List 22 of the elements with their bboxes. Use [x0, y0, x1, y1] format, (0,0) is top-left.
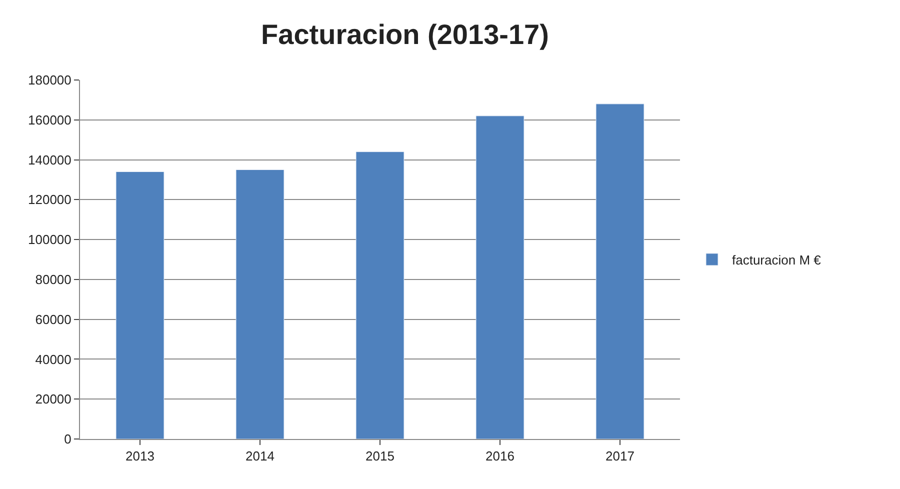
y-tick-label: 60000: [35, 312, 72, 327]
y-tick-label: 120000: [28, 192, 72, 208]
y-tick-label: 160000: [28, 112, 72, 128]
y-tick-label: 100000: [28, 232, 72, 248]
y-tick-label: 0: [64, 432, 72, 447]
y-tick-label: 180000: [28, 72, 72, 88]
x-tick-label: 2016: [486, 448, 514, 464]
bar: [116, 171, 164, 439]
legend-label: facturacion M €: [732, 252, 822, 268]
chart-title: Facturacion (2013-17): [261, 19, 549, 50]
x-tick-label: 2017: [606, 448, 634, 464]
y-tick-label: 140000: [28, 152, 72, 168]
y-tick-label: 80000: [35, 272, 72, 287]
bar: [356, 152, 404, 439]
bar: [236, 170, 284, 439]
y-tick-label: 40000: [35, 352, 72, 367]
x-tick-label: 2014: [246, 448, 274, 464]
x-tick-label: 2013: [126, 448, 154, 464]
bar: [476, 116, 524, 439]
bar: [596, 104, 644, 439]
y-tick-label: 20000: [35, 392, 72, 407]
x-tick-label: 2015: [366, 448, 394, 464]
